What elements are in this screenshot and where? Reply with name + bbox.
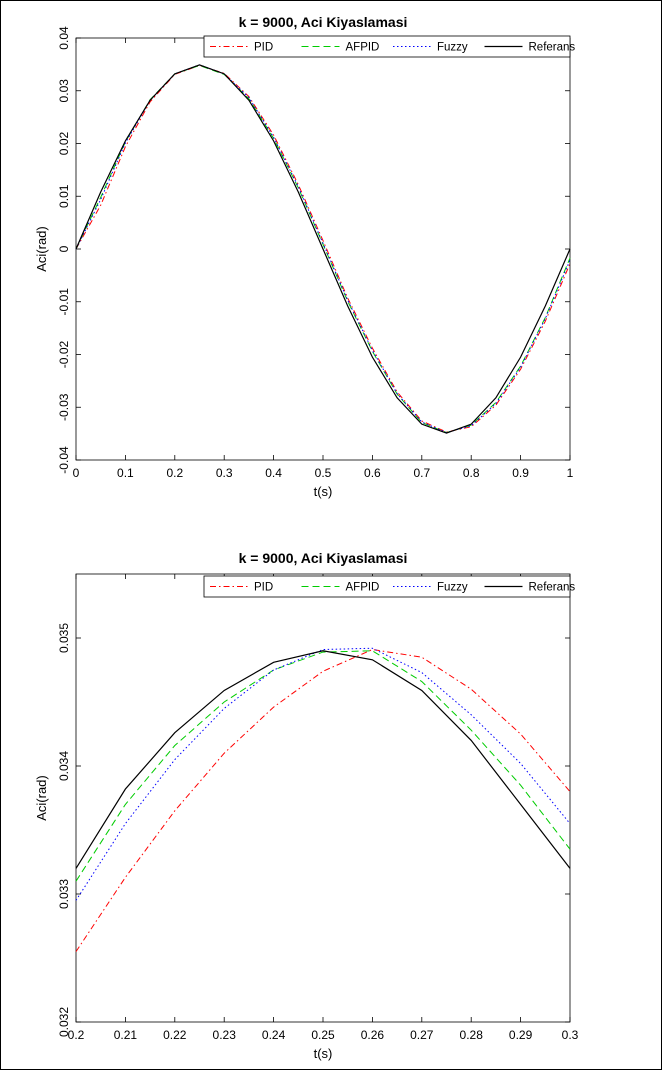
x-tick-label: 0.25 (311, 1028, 335, 1042)
legend-label-pid: PID (254, 42, 273, 54)
legend-label-afpid: AFPID (346, 42, 380, 54)
y-tick-label: 0.03 (57, 79, 71, 103)
y-tick-label: 0 (57, 245, 71, 252)
legend-label-afpid: AFPID (346, 582, 380, 594)
legend: PID AFPID Fuzzy Referans (203, 35, 576, 58)
y-tick-label: 0.035 (57, 623, 71, 653)
x-tick-label: 0.27 (410, 1028, 434, 1042)
legend-label-referans: Referans (529, 42, 576, 54)
x-axis-label: t(s) (314, 1046, 333, 1061)
series-line-afpid (75, 650, 571, 882)
y-tick-label: -0.04 (57, 446, 71, 474)
x-axis-label: t(s) (314, 484, 333, 499)
chart-title: k = 9000, Aci Kiyaslamasi (239, 550, 408, 566)
y-tick-label: 0.02 (57, 131, 71, 155)
x-tick-label: 0.4 (265, 466, 282, 480)
legend-box (203, 35, 571, 58)
x-tick-label: 0.2 (166, 466, 183, 480)
x-tick-label: 0.2 (68, 1028, 85, 1042)
y-tick-label: -0.02 (57, 341, 71, 369)
y-tick-label: -0.03 (57, 393, 71, 421)
x-tick-label: 0.6 (364, 466, 381, 480)
series-line-referans (75, 650, 571, 869)
x-tick-label: 0.3 (562, 1028, 579, 1042)
legend-label-fuzzy: Fuzzy (437, 582, 468, 594)
x-tick-label: 0.22 (163, 1028, 187, 1042)
x-tick-label: 0.5 (315, 466, 332, 480)
x-tick-label: 0.23 (213, 1028, 237, 1042)
x-tick-label: 0.3 (216, 466, 233, 480)
y-tick-label: -0.01 (57, 288, 71, 316)
legend-box (203, 575, 571, 598)
y-tick-label: 0.01 (57, 184, 71, 208)
series-line-pid (75, 64, 571, 433)
legend-label-referans: Referans (529, 582, 576, 594)
x-tick-label: 0.28 (460, 1028, 484, 1042)
x-tick-label: 0.7 (413, 466, 430, 480)
x-tick-label: 0 (73, 466, 80, 480)
legend-label-fuzzy: Fuzzy (437, 42, 468, 54)
x-tick-label: 0.9 (512, 466, 529, 480)
x-tick-label: 0.29 (509, 1028, 533, 1042)
plot-area (75, 573, 571, 1023)
series-line-referans (75, 64, 571, 434)
legend-label-pid: PID (254, 582, 273, 594)
x-tick-label: 0.1 (117, 466, 134, 480)
x-tick-label: 0.24 (262, 1028, 286, 1042)
x-tick-label: 1 (567, 466, 574, 480)
chart-2: 0.2 0.21 0.22 0.23 0.24 0.25 0.26 0.27 0.28 0.29 0… (34, 550, 579, 1061)
chart-title: k = 9000, Aci Kiyaslamasi (239, 14, 408, 30)
legend: PID AFPID Fuzzy Referans (203, 575, 576, 598)
series-line-pid (75, 649, 571, 952)
y-axis-label: Aci(rad) (34, 226, 49, 272)
series-line-fuzzy (75, 647, 571, 901)
y-tick-label: 0.032 (57, 1007, 71, 1037)
chart-1: 0 0.1 0.2 0.3 0.4 0.5 0.6 0.7 0.8 0.9 1 -0.04 -0.03 -… (34, 14, 575, 499)
y-tick-label: 0.034 (57, 751, 71, 781)
y-tick-label: 0.04 (57, 26, 71, 50)
y-tick-label: 0.033 (57, 879, 71, 909)
series-line-fuzzy (75, 64, 571, 434)
x-tick-label: 0.8 (463, 466, 480, 480)
x-tick-label: 0.26 (361, 1028, 385, 1042)
y-axis-label: Aci(rad) (34, 775, 49, 821)
x-tick-label: 0.21 (114, 1028, 138, 1042)
